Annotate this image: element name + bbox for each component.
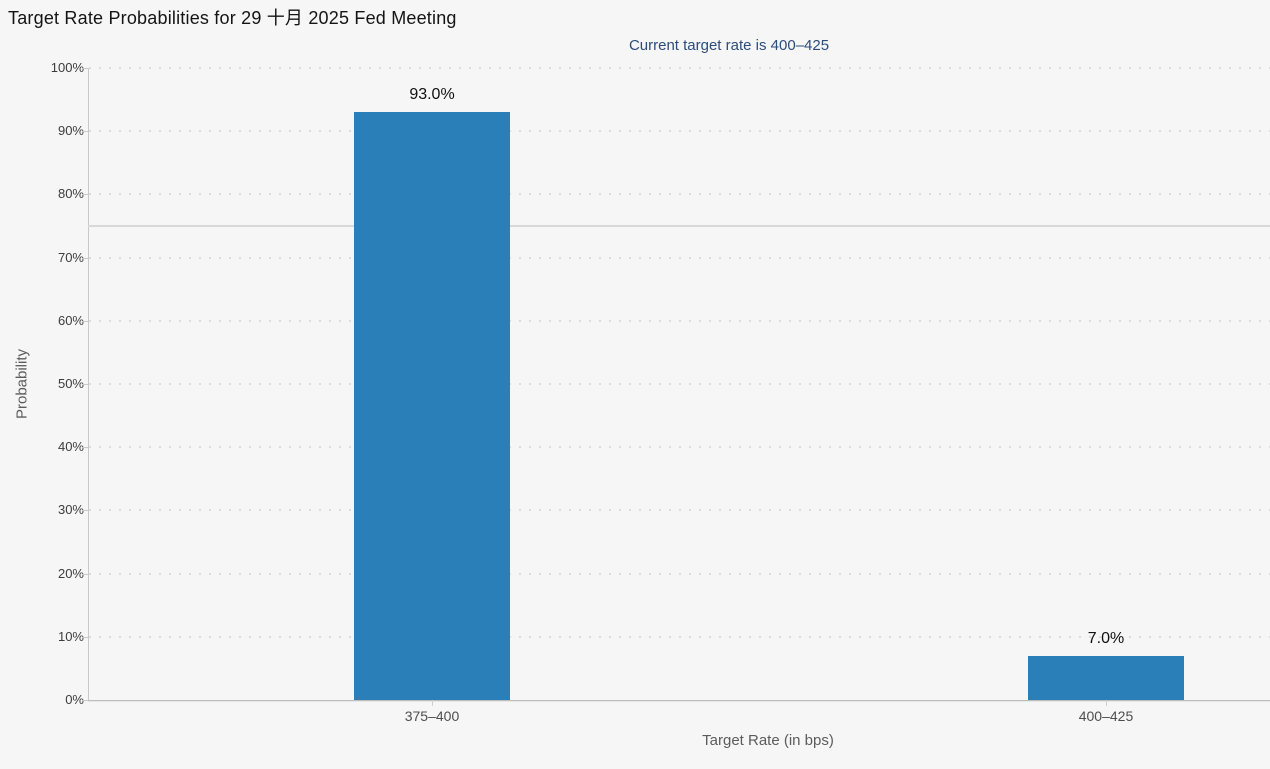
y-tick-label: 10% [57, 628, 84, 644]
y-tick-mark [82, 384, 88, 385]
y-gridline [89, 67, 1270, 69]
y-tick-label: 0% [65, 692, 84, 707]
y-tick-mark [82, 68, 88, 69]
x-tick-label: 400–425 [1078, 708, 1134, 724]
y-tick-mark [82, 700, 88, 701]
y-gridline [89, 572, 1270, 575]
y-tick-mark [82, 320, 88, 322]
y-tick-label: 50% [57, 376, 84, 391]
x-tick-mark [432, 700, 433, 706]
bar-value-label: 93.0% [409, 86, 455, 104]
y-tick-label: 60% [57, 312, 84, 328]
y-tick-mark [82, 636, 88, 638]
reference-line [88, 225, 1270, 227]
bar[interactable] [1028, 655, 1184, 700]
chart-subtitle: Current target rate is 400–425 [628, 37, 830, 54]
y-gridline [89, 383, 1270, 385]
y-tick-label: 70% [57, 249, 84, 265]
y-tick-mark [82, 447, 88, 449]
y-tick-label: 20% [57, 565, 84, 581]
y-tick-mark [82, 194, 88, 196]
y-tick-label: 80% [57, 186, 84, 202]
x-axis-line [88, 700, 1270, 701]
y-gridline [89, 509, 1270, 512]
y-tick-label: 30% [57, 502, 84, 518]
y-gridline [89, 635, 1270, 638]
y-tick-mark [82, 131, 88, 133]
y-gridline [89, 256, 1270, 259]
y-tick-label: 100% [50, 60, 84, 75]
y-gridline [89, 446, 1270, 449]
y-tick-label: 90% [57, 123, 84, 139]
y-tick-label: 40% [57, 439, 84, 455]
y-tick-mark [82, 257, 88, 259]
y-tick-mark [82, 510, 88, 512]
x-tick-label: 375–400 [404, 708, 460, 724]
x-tick-mark [1106, 700, 1107, 706]
chart-title: Target Rate Probabilities for 29 十月 2025… [8, 8, 457, 28]
y-gridline [89, 319, 1270, 322]
y-axis-line [88, 68, 89, 700]
y-axis-title: Probability [13, 348, 31, 420]
y-gridline [89, 193, 1270, 196]
bar[interactable] [354, 112, 510, 700]
y-gridline [89, 130, 1270, 133]
y-tick-mark [82, 573, 88, 575]
bar-value-label: 7.0% [1087, 629, 1125, 647]
x-axis-title: Target Rate (in bps) [702, 732, 834, 749]
